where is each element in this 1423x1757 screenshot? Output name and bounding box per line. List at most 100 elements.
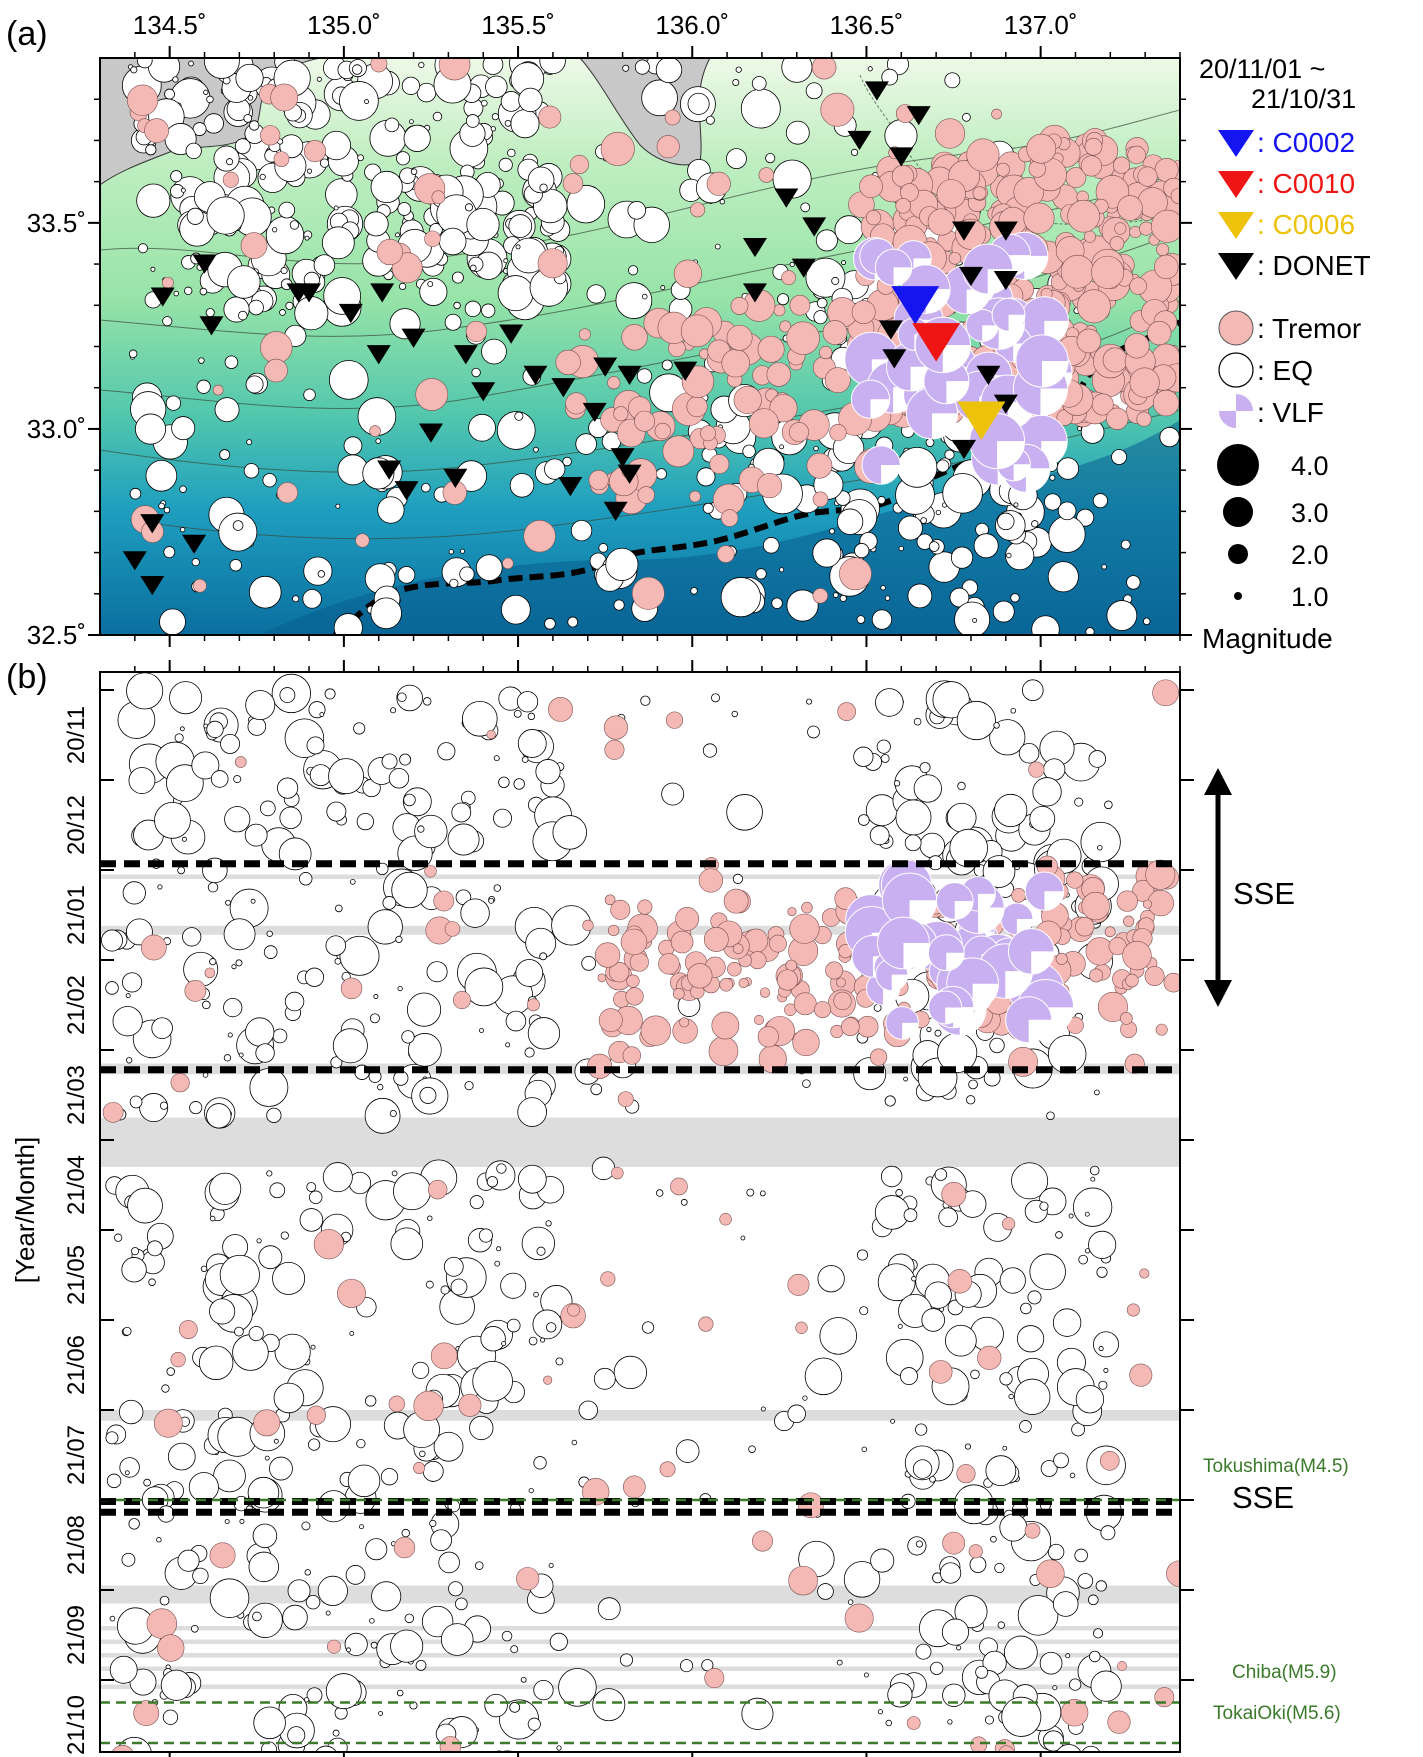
eq-marker	[206, 720, 224, 739]
eq-marker	[850, 148, 859, 157]
eq-marker	[921, 1308, 945, 1332]
tremor-marker	[698, 1316, 714, 1332]
eq-marker	[334, 904, 343, 913]
tremor-marker	[726, 324, 753, 351]
eq-marker	[514, 411, 524, 421]
vlf-marker-quad	[903, 942, 930, 969]
eq-marker	[702, 743, 718, 758]
eq-marker	[962, 112, 971, 122]
eq-marker	[225, 899, 232, 906]
tremor-marker	[170, 1073, 190, 1093]
tremor-marker	[640, 1015, 672, 1046]
donet-station-icon	[882, 349, 907, 369]
eq-marker	[403, 793, 416, 807]
eq-marker	[540, 1337, 546, 1343]
eq-marker	[552, 815, 587, 850]
tremor-marker	[757, 335, 785, 363]
eq-marker	[907, 583, 933, 609]
tremor-marker	[133, 1700, 160, 1727]
eq-marker	[558, 1668, 597, 1707]
eq-marker	[1003, 1635, 1038, 1670]
eq-marker	[748, 1445, 756, 1453]
eq-marker	[993, 722, 1000, 729]
eq-marker	[273, 1438, 279, 1444]
eq-marker	[509, 1701, 521, 1713]
eq-marker	[393, 1172, 431, 1211]
donet-station-icon	[958, 266, 983, 287]
eq-marker	[1069, 1472, 1076, 1479]
data-gap-band	[100, 874, 1180, 879]
vlf-marker-quad	[902, 1022, 919, 1040]
donet-station-icon	[617, 464, 642, 484]
tremor-marker	[582, 919, 594, 932]
tremor-marker	[212, 384, 224, 396]
eq-marker	[714, 243, 721, 250]
eq-marker	[474, 1561, 484, 1570]
tremor-marker	[1136, 411, 1152, 427]
eq-marker	[1039, 1201, 1049, 1211]
eq-marker	[247, 717, 267, 736]
tremor-marker	[738, 977, 749, 989]
eq-marker	[191, 558, 200, 567]
eq-marker	[419, 1450, 426, 1458]
tremor-marker	[787, 1273, 810, 1296]
eq-marker	[510, 1645, 519, 1654]
tremor-marker	[779, 320, 792, 333]
eq-marker	[245, 375, 264, 394]
eq-marker	[819, 1317, 858, 1355]
eq-marker	[171, 416, 196, 441]
eq-marker	[771, 597, 783, 609]
eq-marker	[203, 89, 209, 95]
panel-b: 20/11 20/12 21/01 21/02 21/03 21/04 21/05 21/06…	[6, 658, 1349, 1757]
eq-marker	[334, 957, 342, 965]
month-label: 21/05	[63, 1245, 90, 1305]
eq-marker	[316, 76, 322, 82]
eq-marker	[180, 187, 186, 193]
eq-marker	[1047, 1543, 1065, 1561]
eq-marker	[167, 1442, 196, 1471]
legend-mag2-icon	[1228, 544, 1248, 564]
tremor-marker	[1117, 1661, 1127, 1671]
eq-marker	[249, 120, 260, 131]
eq-marker	[451, 802, 472, 823]
eq-marker	[370, 597, 402, 630]
eq-marker	[159, 608, 186, 635]
eq-marker	[518, 87, 543, 113]
tremor-marker	[1152, 389, 1180, 417]
eq-marker	[711, 693, 720, 703]
tremor-marker	[769, 934, 787, 953]
tremor-marker	[1139, 221, 1154, 236]
eq-marker	[349, 878, 356, 885]
donet-station-icon	[889, 147, 914, 167]
tremor-marker	[811, 58, 837, 80]
eq-marker	[292, 595, 300, 603]
tremor-marker	[748, 408, 779, 439]
vlf-marker-quad	[978, 893, 996, 912]
eq-marker	[1013, 502, 1019, 508]
x-tick-label: 135.0˚	[307, 10, 381, 40]
eq-marker	[364, 1097, 401, 1134]
eq-marker	[317, 1575, 348, 1606]
tremor-marker	[966, 138, 1000, 172]
eq-marker	[460, 898, 490, 928]
eq-marker	[191, 751, 220, 780]
eq-marker	[1031, 615, 1060, 635]
tremor-marker	[608, 961, 630, 983]
tremor-marker	[597, 973, 607, 983]
eq-marker	[136, 58, 153, 69]
tremor-marker	[703, 927, 729, 952]
tremor-marker	[1129, 367, 1160, 398]
eq-marker	[861, 1446, 868, 1453]
eq-marker	[785, 120, 810, 145]
tremor-marker	[465, 320, 487, 343]
tremor-marker	[812, 491, 829, 508]
tremor-marker	[1144, 966, 1165, 987]
eq-marker	[815, 229, 838, 252]
eq-marker	[388, 768, 410, 789]
y-tick-label: 32.5˚	[27, 620, 86, 650]
tremor-marker	[1107, 1710, 1131, 1734]
eq-marker	[915, 1643, 932, 1660]
vlf-marker-quad	[966, 289, 991, 314]
tremor-marker	[260, 331, 293, 364]
panel-b-ticks: 20/11 20/12 21/01 21/02 21/03 21/04 21/05 21/06…	[63, 660, 1194, 1757]
